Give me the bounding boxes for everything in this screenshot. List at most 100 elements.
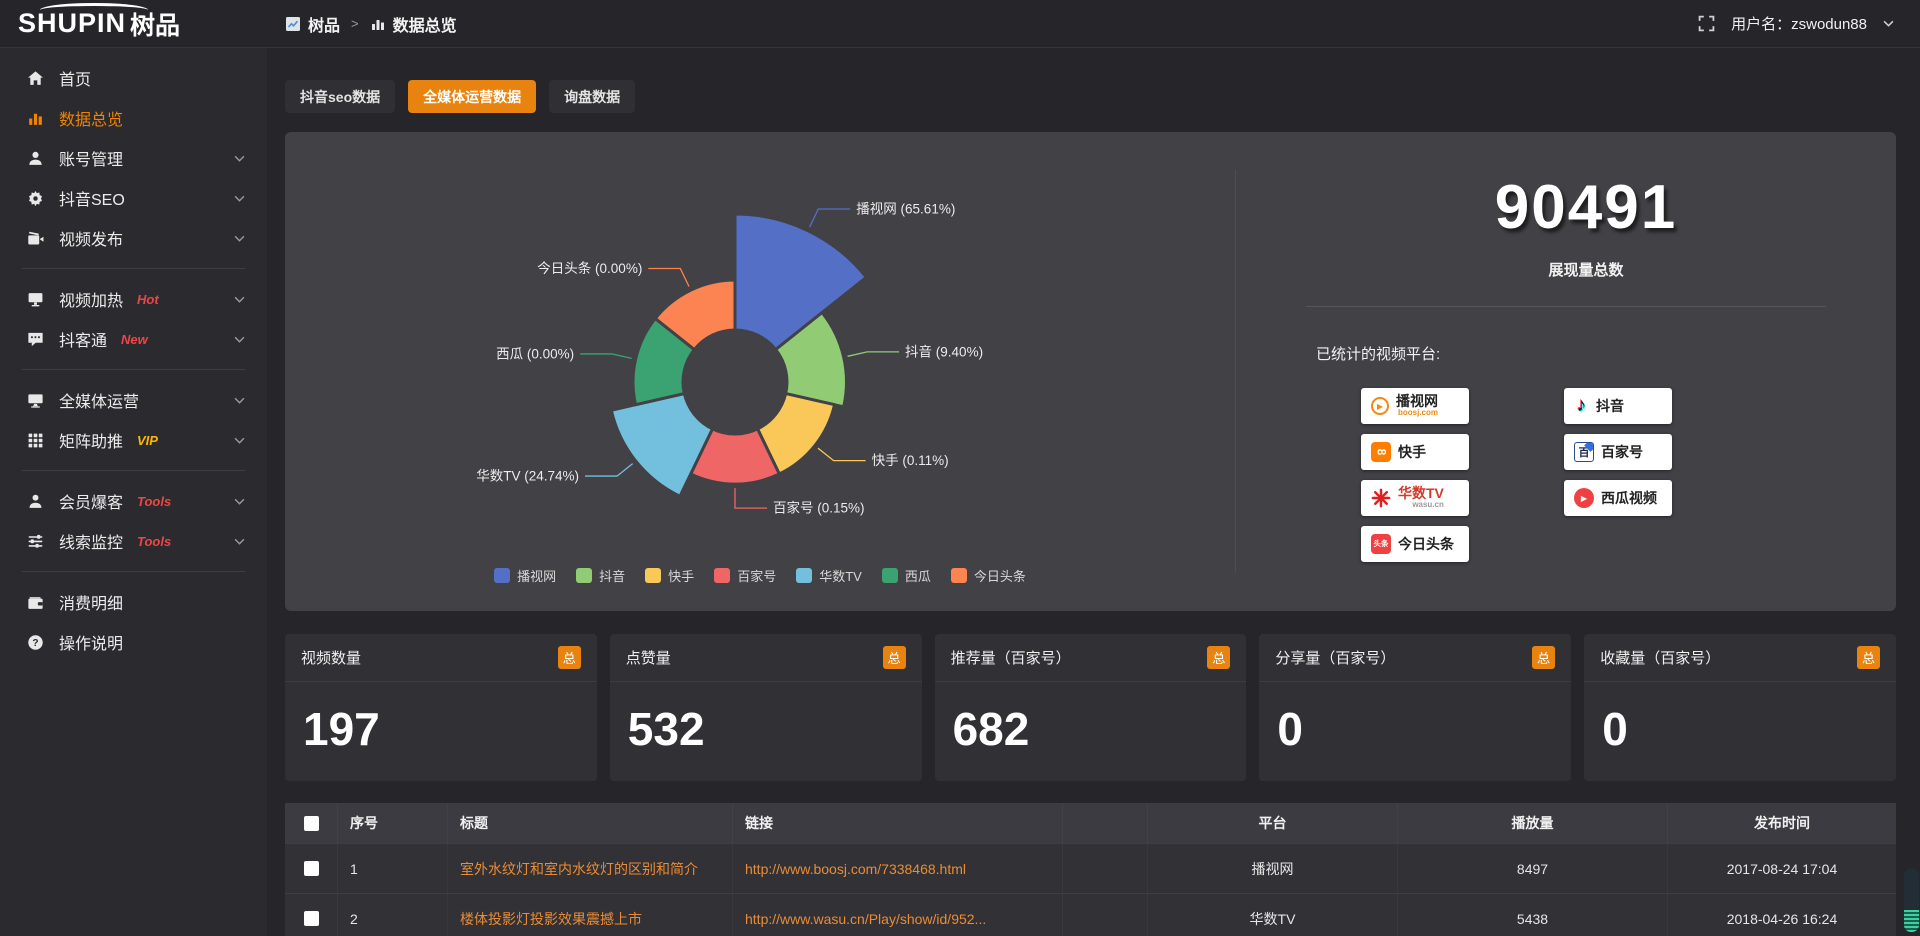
cell-link[interactable]: http://www.wasu.cn/Play/show/id/952...	[732, 894, 1062, 936]
cell-title[interactable]: 楼体投影灯投影效果震撼上市	[447, 894, 732, 936]
platform-badge-今日头条: 头条 今日头条	[1361, 526, 1469, 562]
chevron-down-icon	[234, 336, 245, 343]
sidebar-item-线索监控[interactable]: 线索监控 Tools	[0, 521, 267, 561]
pie-label-今日头条: 今日头条 (0.00%)	[537, 260, 642, 276]
floating-widget-indicator	[1904, 910, 1919, 932]
chevron-down-icon	[234, 437, 245, 444]
sidebar-item-label: 抖客通	[59, 333, 108, 350]
fullscreen-icon[interactable]	[1698, 15, 1715, 32]
sidebar-item-视频发布[interactable]: 视频发布	[0, 218, 267, 258]
pie-label-line	[847, 351, 900, 357]
platform-column: ▶ 播视网 boosj.com 8 快手 华数TV wasu.cn 头条 今日头条	[1361, 388, 1469, 562]
sidebar-item-label: 消费明细	[59, 596, 124, 613]
tab-抖音seo数据[interactable]: 抖音seo数据	[285, 80, 396, 113]
sidebar-item-抖客通[interactable]: 抖客通 New	[0, 319, 267, 359]
stat-card-收藏量（百家号）: 收藏量（百家号） 总 0	[1584, 634, 1896, 781]
cell-platform: 播视网	[1147, 844, 1397, 893]
tab-全媒体运营数据[interactable]: 全媒体运营数据	[408, 80, 537, 113]
chevron-down-icon	[234, 195, 245, 202]
tab-询盘数据[interactable]: 询盘数据	[549, 80, 636, 113]
user-icon	[27, 150, 44, 167]
sidebar-divider	[22, 470, 245, 471]
stat-card-header: 点赞量 总	[609, 634, 922, 682]
row-checkbox[interactable]	[303, 911, 319, 926]
gear-icon	[27, 190, 44, 207]
pie-slice-播视网[interactable]	[733, 212, 868, 352]
legend-item-抖音[interactable]: 抖音	[576, 566, 625, 585]
stat-card-label: 分享量（百家号）	[1275, 650, 1396, 667]
rose-pie-chart[interactable]: 播视网 (65.61%) 抖音 (9.40%) 快手 (0.11%) 百家号 (0.1…	[285, 142, 1235, 572]
baijiahao-icon: 百	[1574, 442, 1594, 462]
sidebar-item-label: 视频发布	[59, 232, 124, 249]
pie-label-华数TV: 华数TV (24.74%)	[476, 469, 579, 484]
select-all-checkbox[interactable]	[303, 815, 319, 831]
chevron-down-icon	[234, 155, 245, 162]
sidebar-item-账号管理[interactable]: 账号管理	[0, 138, 267, 178]
sidebar-item-消费明细[interactable]: 消费明细	[0, 582, 267, 622]
legend-item-华数TV[interactable]: 华数TV	[796, 566, 862, 585]
stat-card-value: 0	[1277, 703, 1303, 755]
platform-share-chart: 播视网 (65.61%) 抖音 (9.40%) 快手 (0.11%) 百家号 (0.1…	[285, 132, 1235, 611]
sidebar-item-操作说明[interactable]: ? 操作说明	[0, 622, 267, 662]
legend-swatch	[494, 568, 511, 583]
sidebar-item-数据总览[interactable]: 数据总览	[0, 98, 267, 138]
legend-item-西瓜[interactable]: 西瓜	[881, 566, 931, 585]
floating-widget[interactable]	[1904, 868, 1919, 932]
legend-item-今日头条[interactable]: 今日头条	[950, 566, 1026, 585]
sidebar-item-全媒体运营[interactable]: 全媒体运营	[0, 380, 267, 420]
sidebar-item-矩阵助推[interactable]: 矩阵助推 VIP	[0, 420, 267, 460]
sidebar-item-抖音SEO[interactable]: 抖音SEO	[0, 178, 267, 218]
legend-item-播视网[interactable]: 播视网	[494, 566, 556, 585]
logo: SHUPIN 树品	[0, 0, 267, 48]
legend-label: 抖音	[599, 569, 626, 584]
platform-name: 抖音	[1596, 397, 1624, 414]
select-all-cell	[285, 803, 337, 843]
cell-title[interactable]: 室外水纹灯和室内水纹灯的区别和简介	[447, 844, 732, 893]
summary-panel: 90491 展现量总数 已统计的视频平台: ▶ 播视网 boosj.com 8 快手 华数…	[1236, 132, 1896, 611]
username[interactable]: 用户名：zswodun88	[1731, 16, 1867, 33]
pie-label-line	[817, 447, 866, 462]
pie-slice-抖音[interactable]	[774, 311, 848, 409]
overview-panel: 播视网 (65.61%) 抖音 (9.40%) 快手 (0.11%) 百家号 (0.1…	[285, 132, 1896, 611]
legend-swatch	[950, 568, 967, 583]
videos-table: 序号 标题 链接 平台 播放量 发布时间 1 室外水纹灯和室内水纹灯的区别和简介 http://…	[285, 803, 1896, 936]
header-spacer	[1062, 803, 1147, 843]
sidebar-badge-New: New	[121, 331, 148, 347]
chevron-down-icon	[234, 397, 245, 404]
total-badge: 总	[1856, 646, 1880, 669]
sidebar-badge-Tools: Tools	[137, 533, 172, 549]
sidebar-item-会员爆客[interactable]: 会员爆客 Tools	[0, 481, 267, 521]
platform-badge-百家号: 百百家号	[1564, 434, 1672, 470]
chevron-down-icon	[234, 235, 245, 242]
platform-badges: ▶ 播视网 boosj.com 8 快手 华数TV wasu.cn 头条 今日头条 ♪ 抖音百百家号…	[1361, 388, 1856, 562]
sidebar-item-首页[interactable]: 首页	[0, 58, 267, 98]
bar-chart-icon	[27, 110, 44, 127]
topbar-right: 用户名：zswodun88	[1698, 13, 1920, 34]
sidebar-item-视频加热[interactable]: 视频加热 Hot	[0, 279, 267, 319]
pie-label-line	[648, 267, 690, 287]
table-row: 2 楼体投影灯投影效果震撼上市 http://www.wasu.cn/Play/sh…	[285, 893, 1896, 936]
cell-link[interactable]: http://www.boosj.com/7338468.html	[732, 844, 1062, 893]
legend-item-百家号[interactable]: 百家号	[714, 566, 776, 585]
total-badge: 总	[557, 646, 581, 669]
legend-label: 播视网	[517, 569, 557, 584]
chevron-down-icon[interactable]	[1883, 20, 1894, 27]
platform-badge-抖音: ♪ 抖音	[1564, 388, 1672, 424]
header-views: 播放量	[1397, 803, 1667, 843]
legend-swatch	[796, 568, 813, 583]
pie-slice-今日头条[interactable]	[653, 278, 737, 352]
stat-card-视频数量: 视频数量 总 197	[285, 634, 597, 781]
sidebar-badge-Hot: Hot	[137, 291, 159, 307]
platform-name: 百家号	[1601, 443, 1643, 460]
legend-swatch	[645, 568, 662, 583]
logo-brand-cn: 树品	[130, 11, 181, 40]
pie-label-快手: 快手 (0.11%)	[872, 453, 949, 468]
stat-card-header: 收藏量（百家号） 总	[1584, 634, 1896, 682]
legend-item-快手[interactable]: 快手	[645, 566, 694, 585]
row-checkbox[interactable]	[303, 861, 319, 876]
pie-slice-华数TV[interactable]	[609, 392, 714, 498]
breadcrumb-root[interactable]: 树品	[308, 17, 341, 35]
sidebar-item-label: 操作说明	[59, 636, 124, 653]
sidebar-badge-VIP: VIP	[137, 432, 158, 448]
wasu-star-icon	[1371, 488, 1391, 508]
